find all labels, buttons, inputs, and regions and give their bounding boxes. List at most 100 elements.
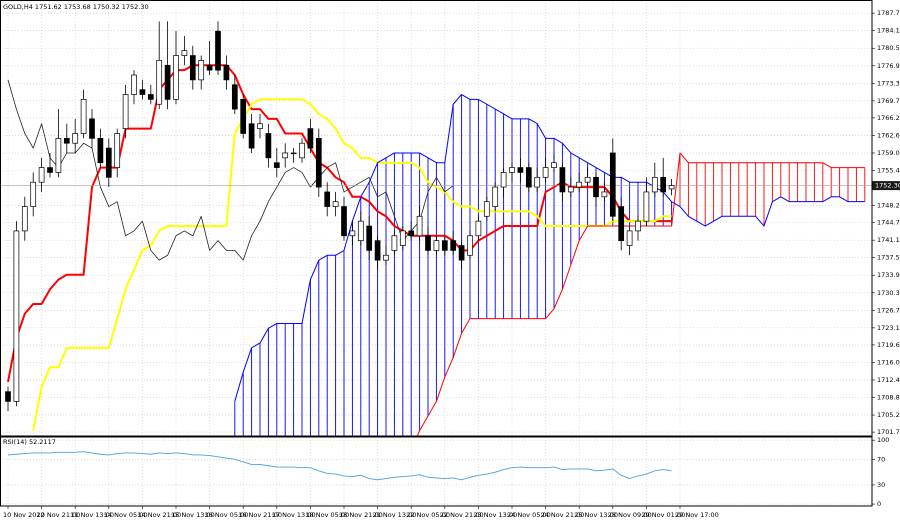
y-tick-label: 1755.40	[877, 167, 900, 175]
axes: 1787.70 1784.10 1780.50 1776.90 1773.30 1769.…	[3, 9, 900, 519]
candle-body	[47, 167, 53, 173]
y-tick-label: 1759.00	[877, 149, 900, 157]
candle-body	[660, 176, 667, 193]
y-tick-label: 1773.30	[877, 79, 900, 87]
candle-body	[517, 167, 524, 173]
candle-body	[231, 84, 238, 110]
x-tick-label: 10 Nov 2022	[3, 511, 45, 519]
candle-body	[441, 240, 448, 251]
y-tick-label: 1712.40	[877, 376, 900, 384]
candle-body	[593, 176, 599, 198]
x-tick-label: 15 Nov 13:00	[171, 511, 215, 519]
candle-body	[139, 89, 146, 95]
y-tick-label: 1708.80	[877, 394, 900, 402]
candle-body	[72, 133, 79, 144]
y-tick-label: 1701.70	[877, 428, 900, 436]
indicator-line	[7, 79, 454, 261]
candle-body	[500, 172, 507, 188]
x-tick-label: 16 Nov 05:00	[205, 511, 249, 519]
candle-body	[324, 191, 331, 207]
candle-body	[181, 50, 188, 56]
y-tick-label: 1766.20	[877, 114, 900, 122]
y-tick-label: 1730.30	[877, 289, 900, 297]
candle-body	[534, 176, 541, 188]
candle-body	[114, 133, 121, 168]
x-tick-label: 18 Nov 05:00	[305, 511, 349, 519]
candle-body	[391, 235, 398, 251]
y-tick-label: 1769.70	[877, 97, 900, 105]
y-tick-label: 1716.00	[877, 358, 900, 366]
x-tick-label: 24 Nov 21:00	[541, 511, 585, 519]
x-tick-label: 29 Nov 01:00	[641, 511, 685, 519]
candle-body	[668, 185, 675, 190]
candle-body	[609, 152, 616, 217]
y-tick-label: 100	[877, 436, 889, 444]
x-tick-label: 14 Nov 21:00	[137, 511, 181, 519]
last-price-label: 1752.30	[875, 182, 900, 190]
y-tick-label: 1787.70	[877, 9, 900, 17]
candle-body	[30, 181, 37, 207]
candle-body	[366, 225, 373, 251]
candle-body	[525, 167, 532, 188]
x-tick-label: 22 Nov 05:00	[406, 511, 450, 519]
chart-title: GOLD,H4 1751.62 1753.68 1750.32 1752.30	[3, 3, 149, 11]
candle-body	[223, 64, 230, 81]
indicator-line	[416, 152, 865, 436]
candle-body	[290, 152, 297, 155]
y-tick-label: 1723.10	[877, 324, 900, 332]
candle-body	[273, 162, 280, 168]
candle-body	[13, 230, 20, 402]
candle-body	[626, 230, 633, 246]
candle-body	[122, 94, 129, 129]
candle-body	[299, 142, 305, 159]
candle-body	[240, 99, 247, 134]
candle-body	[97, 138, 104, 164]
y-tick-label: 1719.60	[877, 341, 900, 349]
candle-body	[509, 167, 515, 173]
y-tick-label: 1744.70	[877, 219, 900, 227]
candle-body	[458, 245, 465, 261]
rsi-frame	[0, 436, 873, 507]
candle-body	[416, 215, 423, 237]
candle-body	[643, 191, 650, 222]
candle-body	[257, 123, 263, 129]
candle-body	[492, 186, 499, 207]
candle-body	[467, 235, 473, 256]
candle-body	[173, 55, 179, 100]
candle-body	[357, 220, 364, 242]
x-tick-label: 14 Nov 05:00	[104, 511, 148, 519]
x-tick-label: 18 Nov 21:00	[339, 511, 383, 519]
y-tick-label: 1776.90	[877, 62, 900, 70]
y-tick-label: 1726.70	[877, 306, 900, 314]
x-tick-label: 10 Nov 21:00	[37, 511, 81, 519]
candle-body	[450, 240, 457, 251]
candle-body	[618, 206, 625, 242]
candle-body	[433, 240, 440, 251]
x-tick-label: 23 Nov 13:00	[473, 511, 517, 519]
y-tick-label: 1762.60	[877, 131, 900, 139]
candle-body	[63, 138, 70, 144]
candle-body	[635, 220, 641, 232]
candle-body	[383, 254, 389, 261]
candle-body	[248, 123, 255, 149]
candle-body	[38, 167, 45, 183]
candle-body	[80, 99, 87, 134]
last-price-box	[872, 181, 900, 191]
candle-body	[282, 152, 289, 159]
candle-body	[164, 64, 171, 100]
indicator-line	[32, 98, 672, 431]
candle-body	[601, 191, 608, 198]
y-tick-label: 1784.10	[877, 27, 900, 35]
candle-body	[206, 64, 213, 71]
x-tick-label: 21 Nov 13:00	[373, 511, 417, 519]
candle-body	[265, 133, 272, 159]
price-frame	[0, 0, 873, 437]
candle-body	[542, 167, 549, 178]
price-panel	[0, 0, 872, 436]
candle-body	[55, 138, 62, 173]
candle-body	[315, 138, 322, 188]
candle-body	[567, 186, 574, 193]
candle-body	[147, 94, 154, 100]
